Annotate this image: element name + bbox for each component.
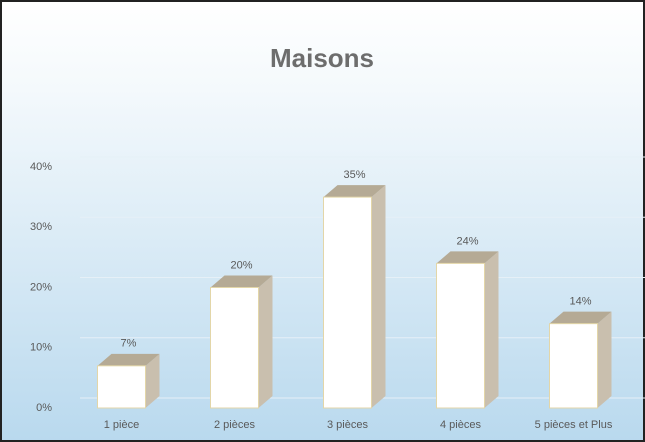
value-label: 35% [343, 169, 365, 181]
value-label: 14% [569, 296, 591, 308]
bar [323, 196, 372, 409]
bar [436, 262, 485, 409]
bar [210, 287, 259, 409]
bar-side [258, 275, 273, 408]
y-tick-label: 40% [30, 161, 52, 173]
bar-side [371, 185, 386, 408]
bar-side [597, 311, 612, 408]
value-label: 7% [121, 338, 137, 350]
bar-side [145, 353, 160, 408]
bar-side [484, 251, 499, 408]
bar-top [436, 251, 499, 264]
y-tick-label: 30% [30, 221, 52, 233]
y-tick-label: 0% [36, 402, 52, 414]
bar-top [549, 311, 612, 324]
chart-title: Maisons [270, 43, 374, 73]
value-label: 20% [230, 259, 252, 271]
x-tick-label: 3 pièces [327, 419, 368, 431]
y-tick-label: 20% [30, 281, 52, 293]
x-tick-label: 1 pièce [104, 419, 139, 431]
x-tick-label: 2 pièces [214, 419, 255, 431]
y-tick-label: 10% [30, 342, 52, 354]
bar-top [97, 353, 160, 366]
bar [97, 365, 146, 409]
x-tick-label: 4 pièces [440, 419, 481, 431]
x-tick-label: 5 pièces et Plus [535, 419, 613, 431]
bar [549, 323, 598, 409]
bar-top [323, 185, 386, 198]
value-label: 24% [456, 235, 478, 247]
bar-top [210, 275, 273, 288]
